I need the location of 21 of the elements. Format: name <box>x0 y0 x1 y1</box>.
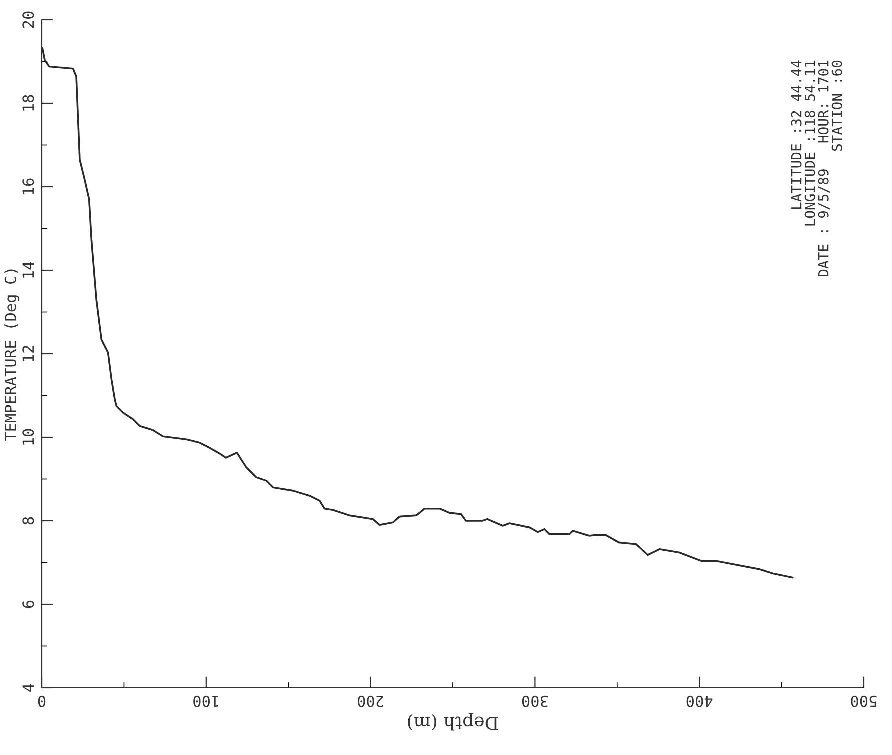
x-tick-label: 200 <box>358 696 384 708</box>
y-tick-label: 12 <box>22 346 34 362</box>
x-tick-label: 100 <box>194 696 218 708</box>
annotation: STATION :60 <box>832 60 842 152</box>
y-tick-label: 20 <box>22 12 34 28</box>
x-tick-label: 0 <box>38 696 46 708</box>
y-tick-label: 14 <box>22 262 34 278</box>
x-tick-label: 500 <box>851 696 877 708</box>
annotation: LONGITUDE :118 54.11 <box>804 60 816 226</box>
y-tick-label: 18 <box>22 95 34 111</box>
x-axis-title: Depth (m) <box>408 713 498 731</box>
y-tick-label: 10 <box>22 429 34 445</box>
y-tick-label: 16 <box>22 178 34 194</box>
y-axis-title: TEMPERATURE (Deg C) <box>4 270 20 442</box>
x-tick-label: 300 <box>522 696 548 708</box>
annotation: DATE : 9/5/89 HOUR: 1701 <box>818 60 830 276</box>
annotation: LATITUDE :32 44.44 <box>791 60 802 210</box>
y-tick-label: 6 <box>22 600 34 608</box>
y-tick-label: 4 <box>22 684 34 692</box>
y-tick-label: 8 <box>22 517 34 525</box>
x-tick-label: 400 <box>686 696 713 708</box>
